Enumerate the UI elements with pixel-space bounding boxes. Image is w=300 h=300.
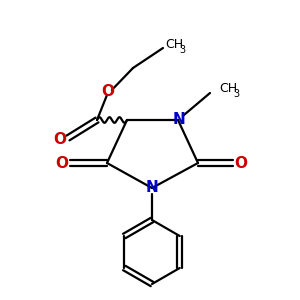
Text: 3: 3 xyxy=(233,89,239,99)
Text: CH: CH xyxy=(165,38,183,52)
Text: O: O xyxy=(235,155,248,170)
Text: N: N xyxy=(172,112,185,128)
Text: O: O xyxy=(101,85,115,100)
Text: CH: CH xyxy=(219,82,237,95)
Text: N: N xyxy=(146,181,158,196)
Text: 3: 3 xyxy=(179,45,185,55)
Text: O: O xyxy=(53,133,67,148)
Text: O: O xyxy=(56,155,68,170)
